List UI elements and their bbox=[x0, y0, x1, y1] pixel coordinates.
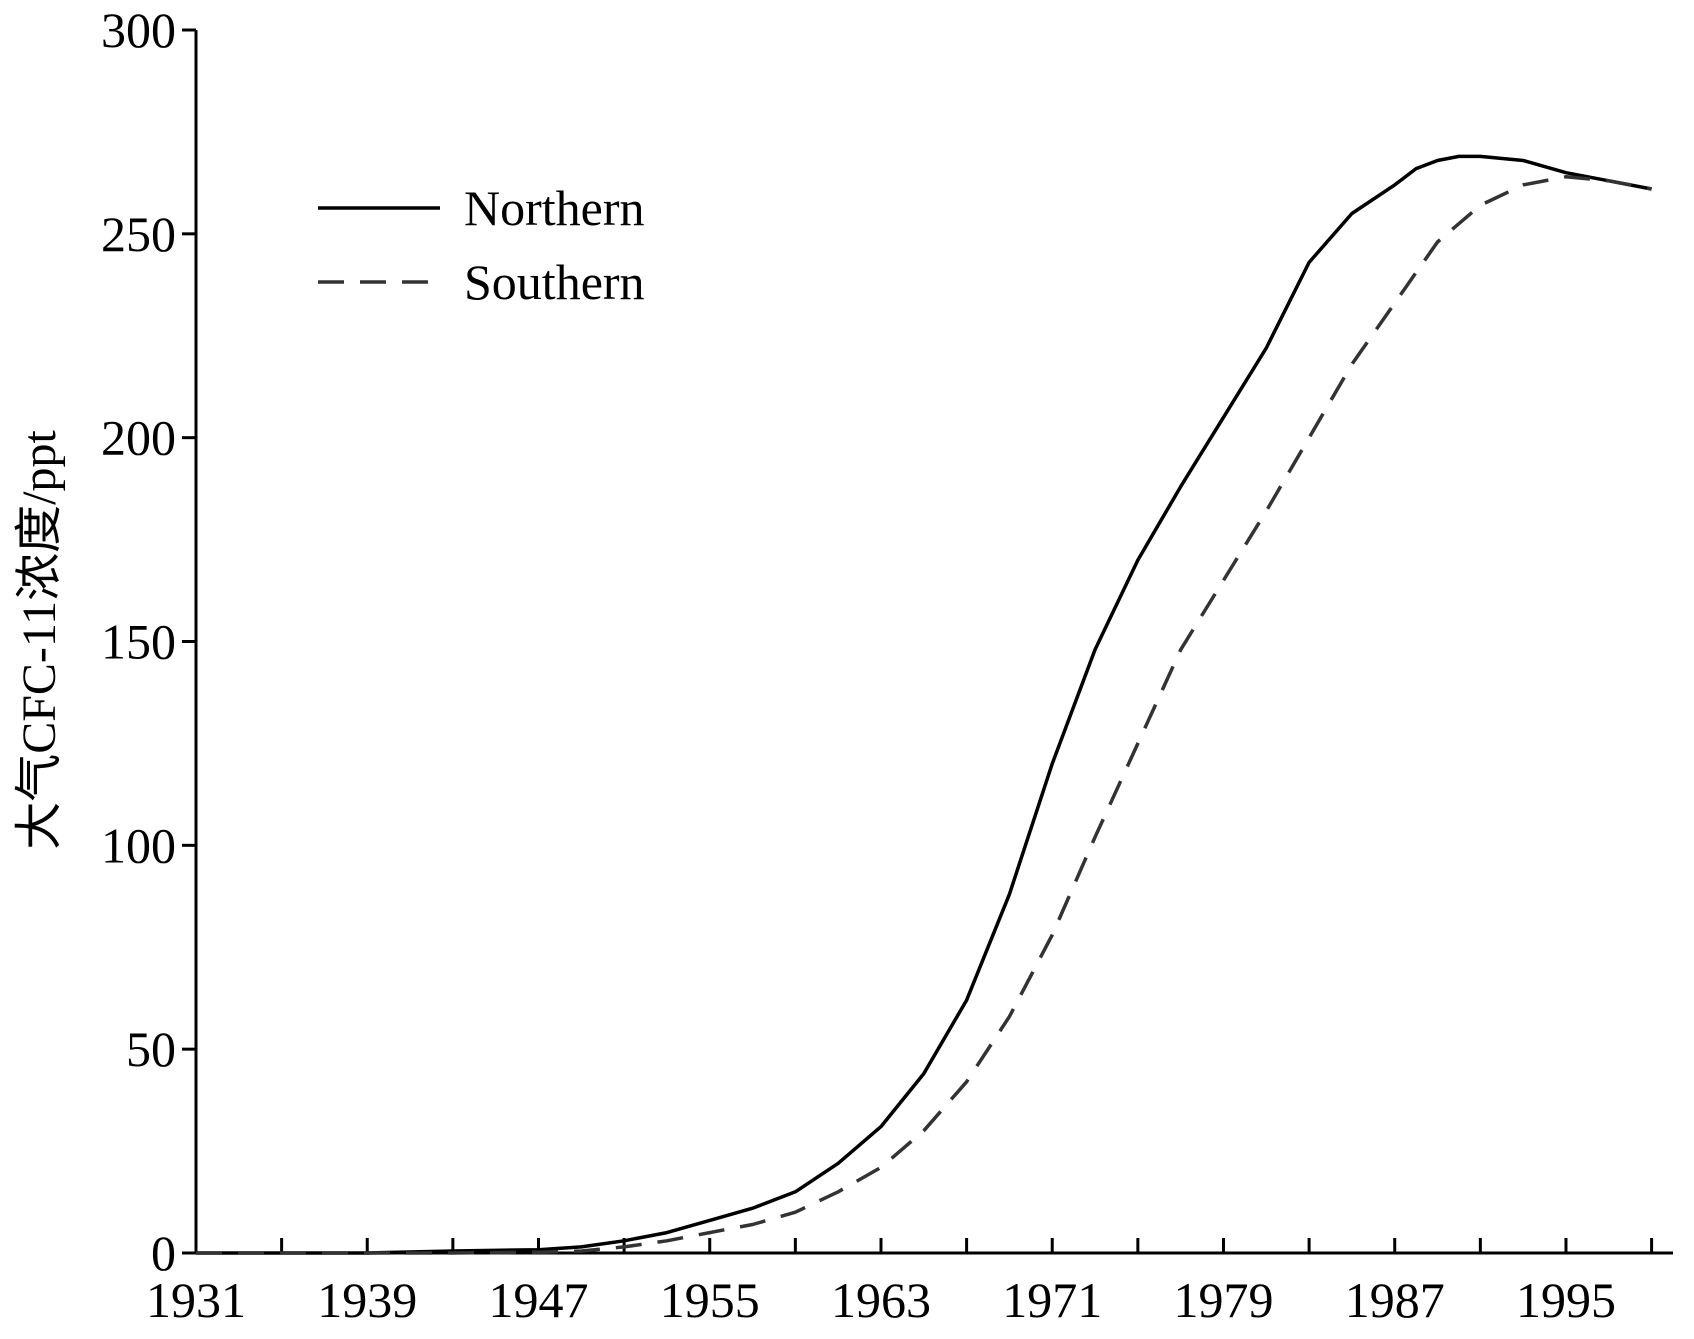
x-tick-label: 1955 bbox=[660, 1272, 760, 1328]
legend-label-southern: Southern bbox=[464, 254, 645, 310]
y-tick-label: 100 bbox=[101, 817, 176, 873]
x-tick-label: 1971 bbox=[1002, 1272, 1102, 1328]
x-tick-label: 1963 bbox=[831, 1272, 931, 1328]
x-tick-label: 1987 bbox=[1345, 1272, 1445, 1328]
y-ticks: 0 50 100 150 200 250 300 bbox=[101, 2, 196, 1281]
y-tick-label: 250 bbox=[101, 206, 176, 262]
x-tick-label: 1995 bbox=[1516, 1272, 1616, 1328]
x-tick-label: 1931 bbox=[146, 1272, 246, 1328]
x-tick-label: 1939 bbox=[317, 1272, 417, 1328]
series-layer bbox=[196, 154, 1652, 1255]
y-tick-label: 150 bbox=[101, 614, 176, 670]
legend-label-northern: Northern bbox=[464, 180, 645, 236]
y-axis-label: 大气CFC-11浓度/ppt bbox=[13, 430, 66, 850]
legend: Northern Southern bbox=[318, 180, 645, 310]
y-tick-label: 300 bbox=[101, 2, 176, 58]
x-tick-label: 1979 bbox=[1173, 1272, 1273, 1328]
series-line-southern bbox=[196, 175, 1652, 1255]
y-tick-label: 200 bbox=[101, 410, 176, 466]
series-line-northern bbox=[196, 154, 1652, 1255]
x-tick-label: 1947 bbox=[488, 1272, 588, 1328]
y-tick-label: 50 bbox=[126, 1021, 176, 1077]
y-axis: 0 50 100 150 200 250 300 bbox=[101, 2, 198, 1281]
x-ticks: 1931 1939 1947 1955 1963 1971 1979 1987 1995 bbox=[146, 1238, 1654, 1328]
y-tick-label: 0 bbox=[151, 1225, 176, 1281]
